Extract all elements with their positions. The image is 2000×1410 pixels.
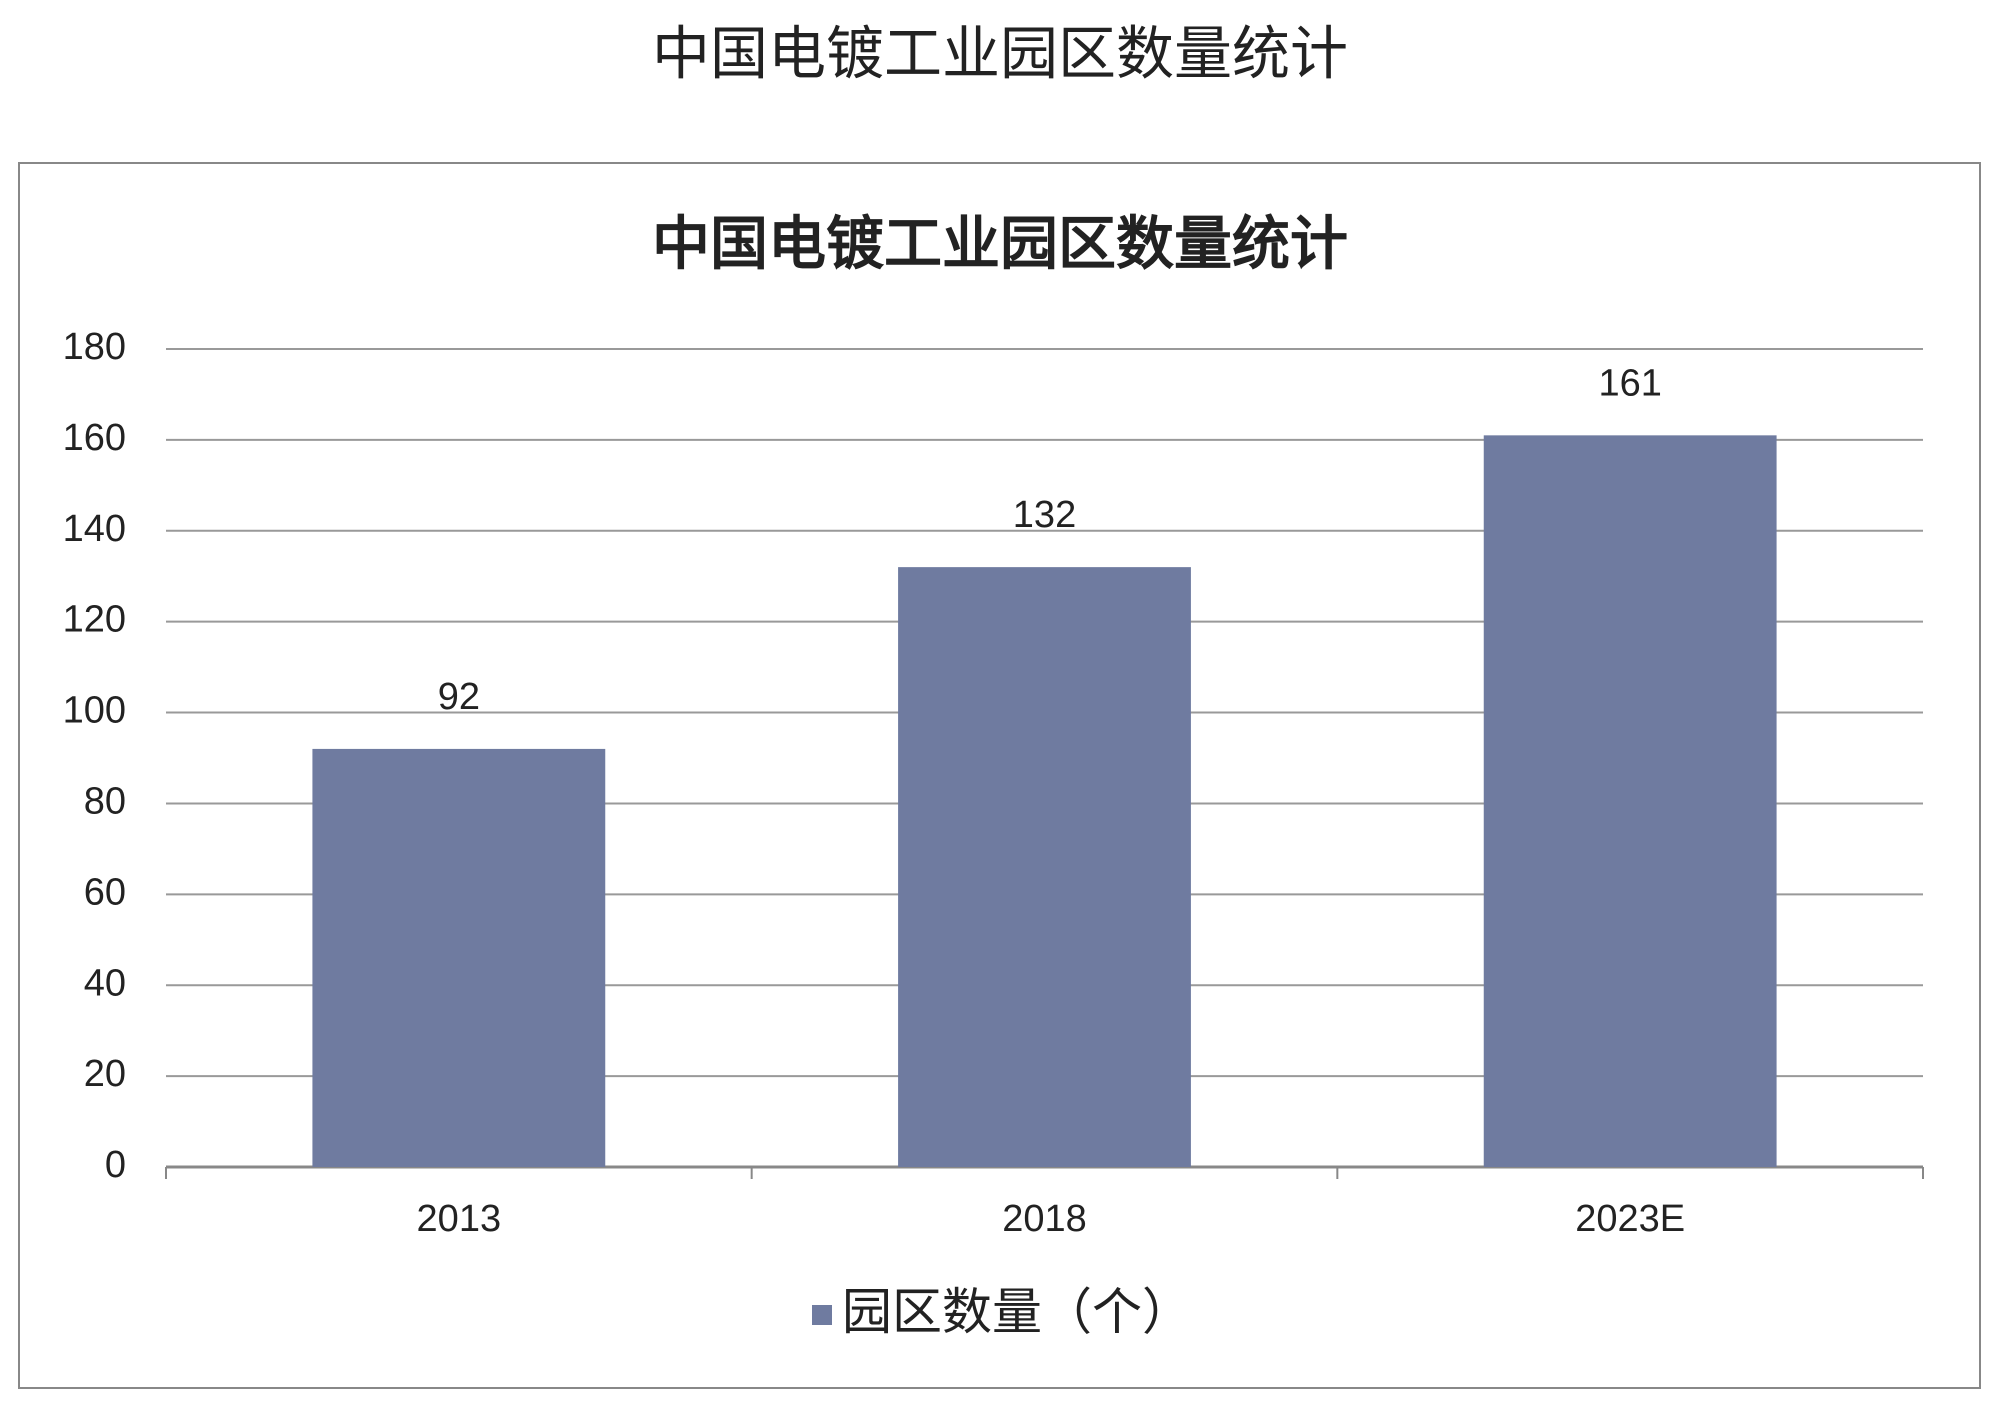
y-tick-label: 160	[63, 417, 126, 459]
legend-label: 园区数量（个）	[842, 1284, 1192, 1340]
x-tick-label: 2018	[1002, 1198, 1087, 1240]
page-title: 中国电镀工业园区数量统计	[652, 21, 1348, 86]
x-tick-label: 2023E	[1575, 1198, 1685, 1240]
data-label: 161	[1598, 362, 1661, 404]
y-tick-label: 20	[84, 1053, 126, 1095]
chart-title: 中国电镀工业园区数量统计	[652, 211, 1348, 276]
data-label: 92	[438, 676, 480, 718]
y-tick-label: 120	[63, 599, 126, 641]
bar	[898, 567, 1191, 1167]
data-label: 132	[1013, 494, 1076, 536]
legend-swatch	[812, 1305, 832, 1325]
y-tick-label: 180	[63, 326, 126, 368]
y-tick-label: 100	[63, 690, 126, 732]
y-tick-label: 140	[63, 508, 126, 550]
y-tick-label: 0	[105, 1144, 126, 1186]
y-tick-label: 80	[84, 780, 126, 822]
y-tick-label: 60	[84, 871, 126, 913]
bar	[1483, 435, 1777, 1167]
bar	[312, 748, 606, 1167]
x-tick-label: 2013	[417, 1198, 502, 1240]
y-tick-label: 40	[84, 962, 126, 1004]
